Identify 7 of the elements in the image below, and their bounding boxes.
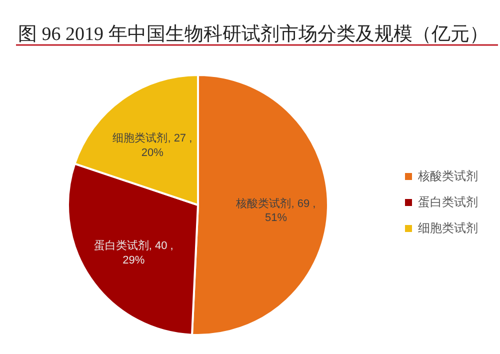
data-label: 细胞类试剂, 27 , 20% — [112, 132, 192, 159]
legend-label: 细胞类试剂 — [418, 221, 478, 235]
legend-label: 蛋白类试剂 — [418, 195, 478, 209]
legend-label: 核酸类试剂 — [417, 169, 478, 183]
data-label: 核酸类试剂, 69 , 51% — [235, 196, 316, 224]
chart-title: 图 96 2019 年中国生物科研试剂市场分类及规模（亿元） — [18, 23, 488, 45]
data-label: 蛋白类试剂, 40 , 29% — [94, 239, 174, 266]
